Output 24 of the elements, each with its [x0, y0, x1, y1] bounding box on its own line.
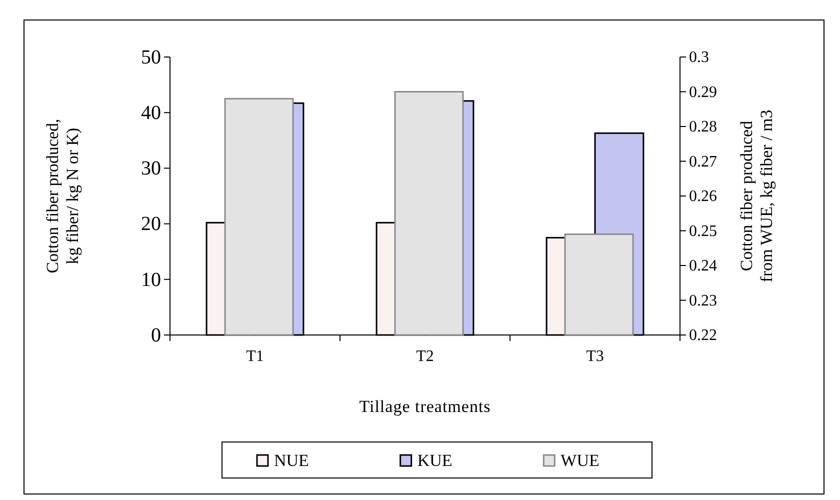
y2-tick-label: 0.26 [689, 188, 717, 206]
y-tick-label: 20 [141, 213, 161, 236]
x-tick-label: T2 [416, 348, 434, 365]
x-tick-label: T3 [586, 348, 604, 365]
legend-label: KUE [417, 451, 452, 470]
x-tick-label: T1 [246, 348, 264, 365]
y-tick-label: 30 [141, 158, 161, 180]
y2-tick-label: 0.22 [689, 327, 717, 344]
y-tick-label: 40 [141, 102, 161, 124]
y2-tick-label: 0.25 [689, 222, 717, 240]
y-axis-title: Cotton fiber produced, kg fiber/ kg N or K) [43, 118, 82, 274]
x-axis-title: Tillage treatments [359, 397, 491, 416]
y2-tick-label: 0.28 [689, 118, 717, 136]
y-tick-label: 0 [151, 324, 161, 346]
y2-tick-label: 0.23 [689, 292, 717, 310]
y2-axis-title: Cotton fiber produced from WUE, kg fiber / m3 [737, 110, 776, 282]
y-tick-label: 50 [141, 46, 161, 68]
y2-tick-label: 0.24 [689, 258, 717, 275]
y2-tick-label: 0.27 [689, 153, 717, 170]
legend-label: NUE [274, 451, 309, 470]
legend-label: WUE [560, 451, 600, 470]
y2-tick-label: 0.3 [689, 49, 709, 66]
y2-tick-label: 0.29 [689, 84, 717, 101]
y-tick-label: 10 [141, 268, 161, 291]
